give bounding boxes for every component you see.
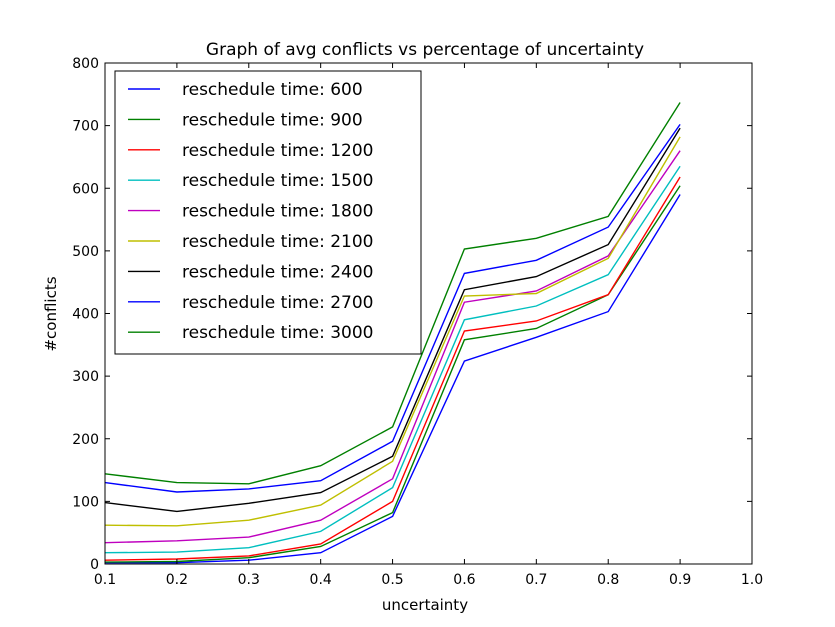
legend-label: reschedule time: 2700 (182, 293, 373, 313)
series-line-7 (104, 123, 681, 493)
y-tick-label: 700 (72, 119, 99, 135)
x-tick-label: 0.6 (453, 572, 475, 588)
x-tick-label: 1.0 (741, 572, 763, 588)
legend-box (114, 70, 422, 355)
x-tick-label: 0.3 (238, 572, 260, 588)
series-line-3 (104, 165, 681, 554)
x-tick-label: 0.8 (597, 572, 619, 588)
series-line-4 (104, 150, 681, 544)
y-tick-label: 800 (72, 56, 99, 72)
series-line-1 (104, 185, 681, 563)
legend-label: reschedule time: 2100 (182, 232, 373, 252)
plot-frame (104, 62, 753, 565)
legend-label: reschedule time: 1500 (182, 171, 373, 191)
ticks-layer: 0.1 0.2 0.3 0.4 0.5 0.6 0.7 0.8 0.9 1.0 0 100 200 300… (72, 56, 763, 588)
y-tick-label: 100 (72, 494, 99, 510)
legend-label: reschedule time: 1200 (182, 141, 373, 161)
x-tick-label: 0.5 (381, 572, 403, 588)
x-tick-label: 0.2 (166, 572, 188, 588)
x-tick-label: 0.4 (310, 572, 332, 588)
series-line-6 (104, 127, 681, 513)
legend-label: reschedule time: 900 (182, 110, 363, 130)
legend-label: reschedule time: 3000 (182, 323, 373, 343)
y-tick-label: 500 (72, 244, 99, 260)
x-tick-label: 0.7 (525, 572, 547, 588)
y-tick-label: 400 (72, 307, 99, 323)
y-tick-label: 300 (72, 369, 99, 385)
legend-label: reschedule time: 1800 (182, 202, 373, 222)
series-line-5 (104, 136, 681, 527)
x-tick-label: 0.9 (669, 572, 691, 588)
chart-title: Graph of avg conflicts vs percentage of … (206, 40, 644, 60)
y-axis-label: #conflicts (42, 276, 60, 351)
series-line-8 (104, 102, 681, 485)
y-tick-label: 600 (72, 181, 99, 197)
x-axis-label: uncertainty (382, 596, 468, 614)
legend-label: reschedule time: 600 (182, 80, 363, 100)
series-line-0 (105, 194, 681, 564)
legend: reschedule time: 600 reschedule time: 900… (114, 70, 422, 355)
y-tick-label: 200 (72, 432, 99, 448)
series-layer (104, 102, 681, 564)
legend-label: reschedule time: 2400 (182, 262, 373, 282)
y-tick-label: 0 (90, 557, 99, 573)
x-tick-label: 0.1 (94, 572, 116, 588)
series-line-2 (104, 176, 681, 561)
